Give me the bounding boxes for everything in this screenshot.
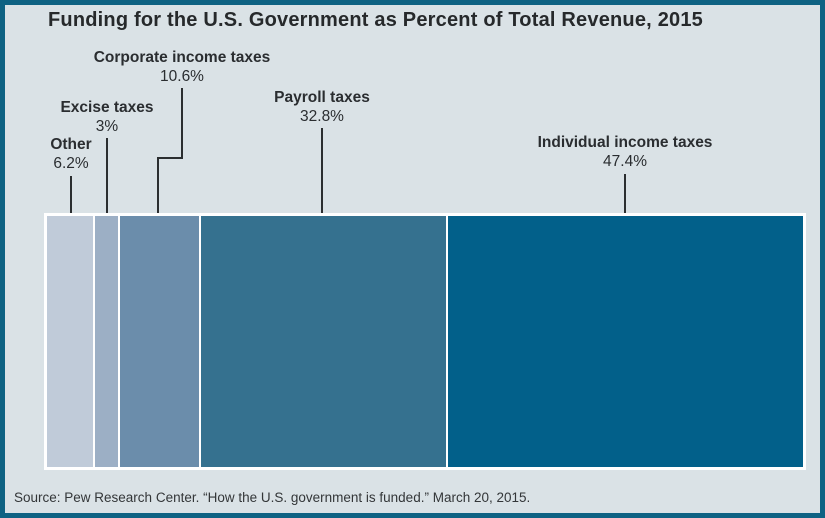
leader-line-corporate-income-taxes-elbow [157, 157, 183, 159]
leader-line-individual-income-taxes [624, 174, 626, 216]
label-payroll-taxes-value: 32.8% [300, 108, 344, 125]
bar-segment-individual-income-taxes [448, 216, 803, 467]
source-note: Source: Pew Research Center. “How the U.… [14, 490, 531, 505]
bar-segment-corporate-income-taxes [119, 216, 200, 467]
leader-line-excise-taxes [106, 138, 108, 216]
label-other-value: 6.2% [53, 155, 89, 172]
leader-line-other [70, 176, 72, 216]
label-individual-income-taxes: Individual income taxes 47.4% [538, 133, 713, 171]
leader-line-corporate-income-taxes-top [181, 88, 183, 159]
label-other-name: Other [50, 136, 92, 153]
stacked-bar [44, 213, 806, 470]
leader-line-payroll-taxes [321, 128, 323, 216]
label-individual-income-taxes-name: Individual income taxes [537, 134, 713, 151]
bar-segment-excise-taxes [95, 216, 118, 467]
label-payroll-taxes-name: Payroll taxes [274, 89, 370, 106]
label-excise-taxes-value: 3% [95, 118, 119, 135]
leader-line-corporate-income-taxes-bottom [157, 157, 159, 216]
label-corporate-income-taxes-name: Corporate income taxes [93, 49, 271, 66]
label-payroll-taxes: Payroll taxes 32.8% [274, 88, 370, 126]
label-corporate-income-taxes-value: 10.6% [160, 68, 204, 85]
label-other: Other 6.2% [50, 135, 91, 173]
bar-segment-other [47, 216, 94, 467]
bar-segment-payroll-taxes [201, 216, 447, 467]
label-excise-taxes-name: Excise taxes [60, 99, 154, 116]
label-excise-taxes: Excise taxes 3% [60, 98, 153, 136]
label-individual-income-taxes-value: 47.4% [603, 153, 647, 170]
chart-title: Funding for the U.S. Government as Perce… [48, 9, 703, 31]
label-corporate-income-taxes: Corporate income taxes 10.6% [94, 48, 271, 86]
